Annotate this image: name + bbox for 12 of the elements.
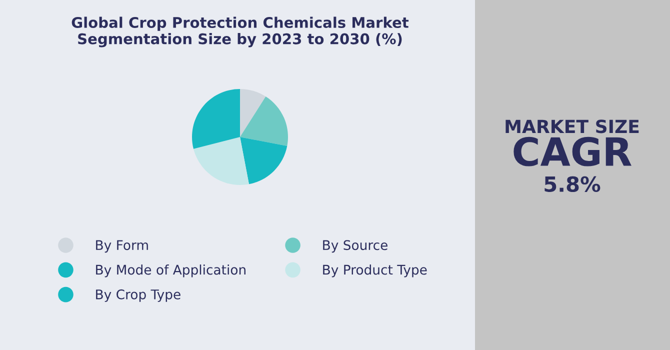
legend-label: By Crop Type <box>96 289 180 302</box>
text: MARKET SIZE <box>506 120 639 134</box>
chart-title: Global Crop Protection Chemicals Market Segmentation Size by 2023 to 2030 (%) <box>72 16 409 48</box>
pie-slice <box>240 96 288 146</box>
pie-slice <box>240 89 266 137</box>
legend-label: By Mode of Application <box>96 264 246 278</box>
pie-slice <box>194 137 249 185</box>
legend-label: By Form <box>96 240 148 253</box>
text: CAGR <box>514 136 632 166</box>
text: 5.8% <box>544 176 600 192</box>
legend-label: By Source <box>323 240 388 253</box>
legend-label: By Product Type <box>323 264 427 278</box>
